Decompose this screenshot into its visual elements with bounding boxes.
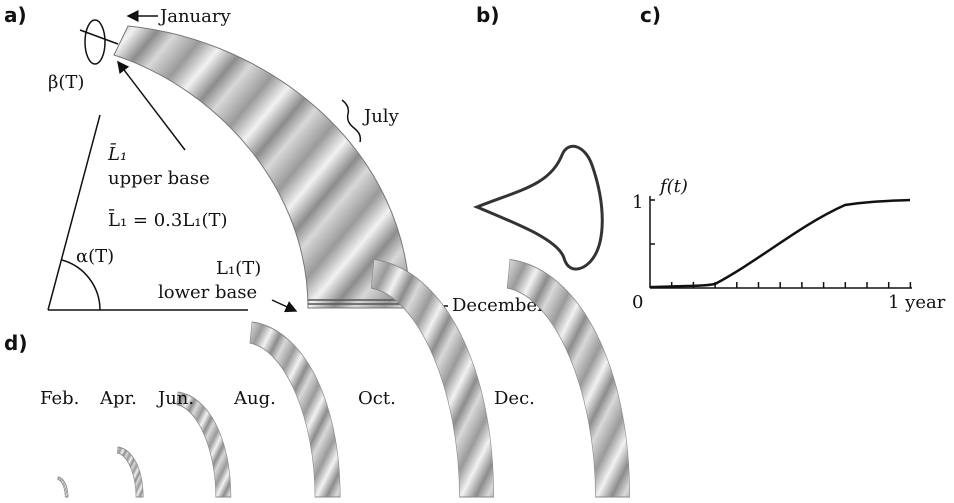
panel-label: b) [476,3,499,27]
lower-base-symbol: L₁(T) [216,258,261,279]
y-label: f(t) [658,176,688,197]
angle-arc [62,260,100,310]
sector-band [114,26,410,308]
month-band [117,447,143,497]
label-january: January [158,6,231,27]
label-alpha: α(T) [76,246,114,267]
x-tick-label: 0 [632,292,643,313]
panel-label: d) [4,331,27,355]
month-label: Feb. [40,388,79,409]
label-beta: β(T) [48,72,84,93]
month-label: Dec. [494,388,535,409]
month-band [507,260,630,498]
y-tick-label: 1 [632,192,643,213]
lower-base-label: lower base [158,282,257,303]
month-band [58,477,68,497]
growth-curve [650,200,910,287]
month-label: Jun. [156,388,194,409]
angle-side [48,115,100,310]
month-label: Oct. [358,388,396,409]
x-tick-label: 1 year [888,292,946,313]
panel-label: c) [640,3,661,27]
month-label: Aug. [233,388,276,409]
panel-label: a) [4,3,27,27]
month-band [250,322,340,497]
upper-base-symbol: L̄₁ [107,142,127,165]
cross-section [477,146,602,269]
label-july: July [362,106,400,127]
upper-base-label: upper base [108,168,210,189]
month-label: Apr. [99,388,137,409]
rotation-arrow [85,20,105,64]
figure: a) January July December β(T) L̄₁ upper … [0,0,954,503]
arrow [272,300,296,311]
ratio-label: L̄₁ = 0.3L₁(T) [108,208,228,231]
